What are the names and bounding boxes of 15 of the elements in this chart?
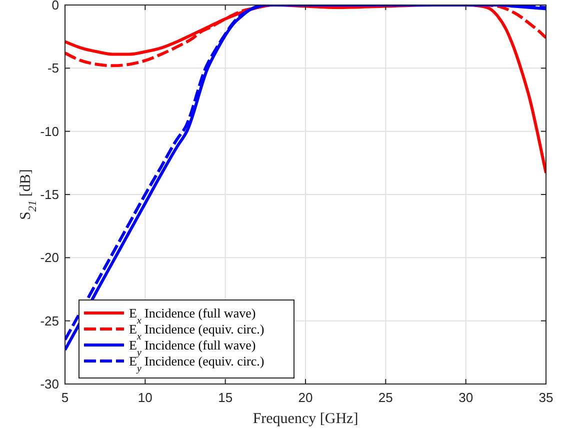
y-tick-label: -15 xyxy=(40,187,59,202)
x-tick-label: 30 xyxy=(458,390,474,405)
y-tick-label: -5 xyxy=(47,60,59,76)
y-tick-label: -10 xyxy=(40,124,59,139)
x-tick-label: 15 xyxy=(218,390,233,405)
x-tick-label: 20 xyxy=(298,390,313,405)
x-tick-label: 35 xyxy=(538,390,554,405)
y-tick-label: -20 xyxy=(40,250,59,266)
x-tick-label: 25 xyxy=(378,390,393,405)
x-tick-label: 5 xyxy=(61,390,69,405)
y-tick-label: -25 xyxy=(40,313,59,328)
x-axis-title: Frequency [GHz] xyxy=(252,411,358,427)
y-tick-label: -30 xyxy=(40,376,59,392)
y-tick-label: 0 xyxy=(52,0,59,13)
x-tick-label: 10 xyxy=(138,390,152,405)
